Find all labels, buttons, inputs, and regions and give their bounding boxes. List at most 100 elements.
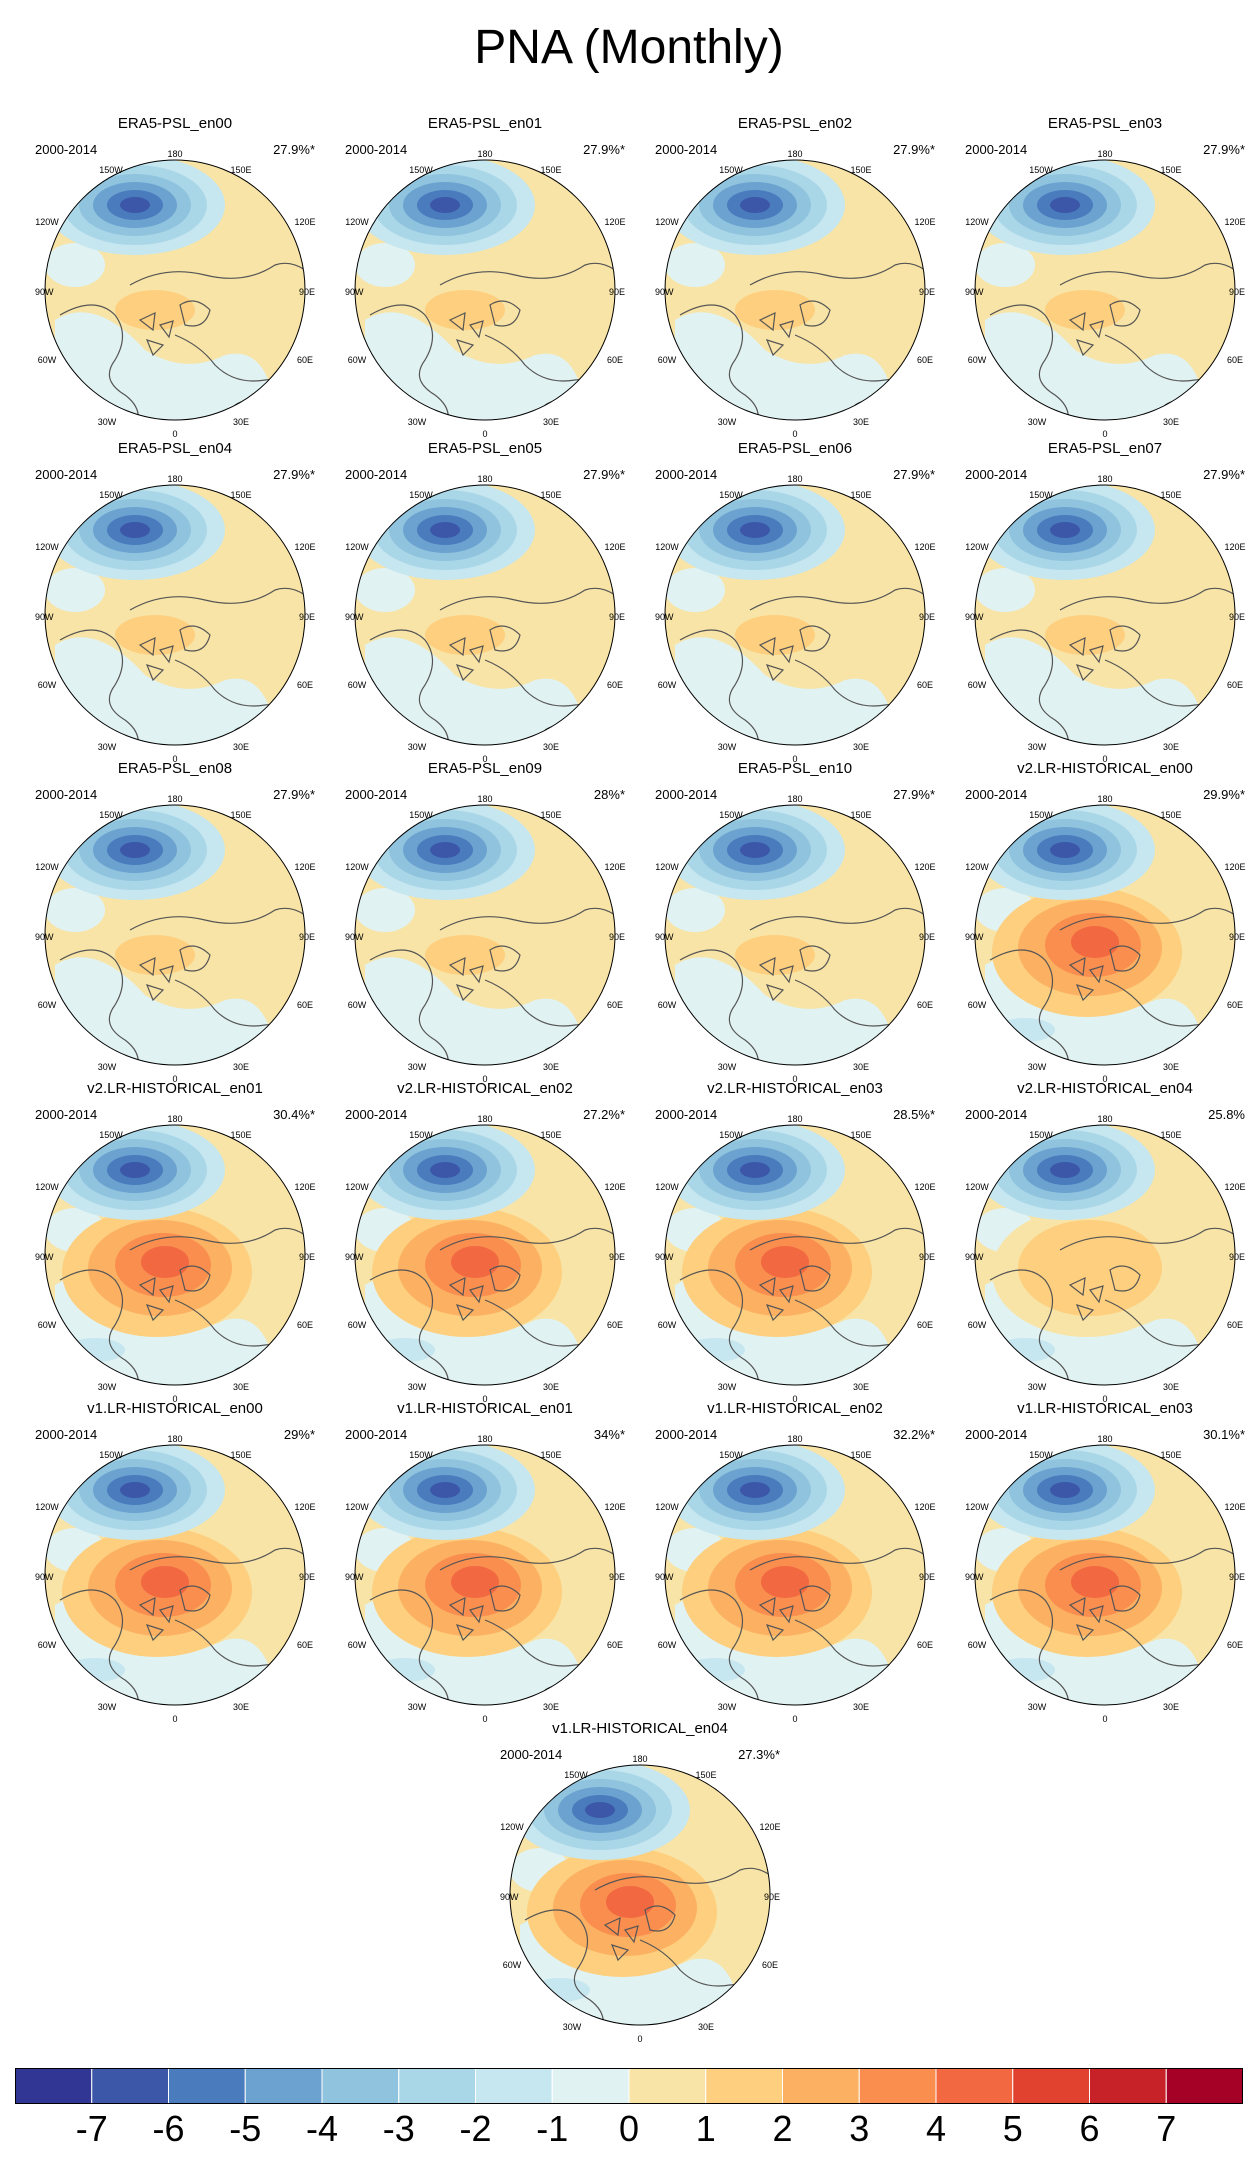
lon-label: 150E	[230, 165, 251, 175]
lon-label: 30E	[853, 742, 869, 752]
lon-label: 0	[482, 1394, 487, 1404]
colorbar-swatch	[1012, 2068, 1090, 2104]
lon-label: 30W	[98, 1702, 117, 1712]
panel-title: v2.LR-HISTORICAL_en00	[1017, 760, 1193, 777]
lon-label: 60E	[297, 1320, 313, 1330]
lon-label: 150W	[1029, 1450, 1053, 1460]
panel-period: 2000-2014	[35, 787, 98, 802]
colorbar-swatch	[168, 2068, 246, 2104]
polar-map: 180 150W 150E 120W 120E 90W 90E 60W 60E 30W 30E 0	[35, 149, 316, 439]
panel-title: v2.LR-HISTORICAL_en02	[397, 1080, 573, 1097]
polar-map: 180 150W 150E 120W 120E 90W 90E 60W 60E 30W 30E 0	[345, 1434, 626, 1724]
panel-title: ERA5-PSL_en04	[117, 440, 233, 457]
lon-label: 30W	[1028, 417, 1047, 427]
polar-map: 180 150W 150E 120W 120E 90W 90E 60W 60E 30W 30E 0	[655, 794, 936, 1084]
panel-variance-pct: 27.2%*	[583, 1107, 625, 1122]
lon-label: 120W	[655, 1502, 679, 1512]
lon-label: 150E	[695, 1770, 716, 1780]
panel-title: ERA5-PSL_en00	[117, 115, 233, 132]
panel-period: 2000-2014	[35, 1427, 98, 1442]
map-panel: ERA5-PSL_en03 2000-2014 27.9%* 180 150W 150E 1…	[955, 115, 1255, 439]
lon-label: 120E	[294, 862, 315, 872]
panel-title: v2.LR-HISTORICAL_en01	[87, 1080, 263, 1097]
lon-label: 120W	[965, 217, 989, 227]
lon-label: 120W	[655, 862, 679, 872]
panel-variance-pct: 27.9%*	[273, 787, 315, 802]
lon-label: 120W	[345, 1182, 369, 1192]
panel-period: 2000-2014	[345, 142, 408, 157]
lon-label: 60E	[607, 1000, 623, 1010]
lon-label: 120E	[294, 542, 315, 552]
lon-label: 120E	[294, 1502, 315, 1512]
lon-label: 150E	[1160, 1130, 1181, 1140]
lon-label: 0	[482, 429, 487, 439]
lon-label: 180	[477, 1434, 492, 1444]
lon-label: 60E	[917, 1640, 933, 1650]
lon-label: 0	[637, 2034, 642, 2044]
colorbar	[15, 2068, 1243, 2104]
lon-label: 150E	[230, 490, 251, 500]
lon-label: 180	[167, 794, 182, 804]
lon-label: 30E	[543, 1382, 559, 1392]
colorbar-swatch	[935, 2068, 1014, 2104]
panel-title: ERA5-PSL_en08	[117, 760, 233, 777]
lon-label: 30E	[233, 417, 249, 427]
lon-label: 150W	[564, 1770, 588, 1780]
lon-label: 120W	[965, 862, 989, 872]
colorbar-swatch	[15, 2068, 93, 2104]
lon-label: 30E	[698, 2022, 714, 2032]
colorbar-tick-label: -4	[305, 2108, 339, 2149]
panel-period: 2000-2014	[500, 1747, 563, 1762]
lon-label: 90E	[609, 1252, 625, 1262]
lon-label: 60W	[968, 355, 987, 365]
lon-label: 0	[172, 1714, 177, 1724]
panel-variance-pct: 27.9%*	[1203, 142, 1245, 157]
lon-label: 90E	[1229, 1252, 1245, 1262]
lon-label: 0	[792, 429, 797, 439]
lon-label: 120W	[345, 1502, 369, 1512]
lon-label: 180	[477, 1114, 492, 1124]
lon-label: 180	[787, 474, 802, 484]
lon-label: 180	[1097, 1434, 1112, 1444]
map-panel: v1.LR-HISTORICAL_en04 2000-2014 27.3%* 180 1…	[490, 1720, 790, 2044]
lon-label: 60W	[348, 1320, 367, 1330]
lon-label: 60W	[968, 1640, 987, 1650]
lon-label: 120E	[914, 217, 935, 227]
panel-variance-pct: 27.9%*	[273, 142, 315, 157]
polar-map: 180 150W 150E 120W 120E 90W 90E 60W 60E 30W 30E 0	[500, 1754, 781, 2044]
map-panel: ERA5-PSL_en02 2000-2014 27.9%* 180 150W 150E 1…	[645, 115, 945, 439]
colorbar-tick-label: -6	[152, 2108, 185, 2149]
colorbar-swatch	[705, 2068, 783, 2104]
lon-label: 30E	[1163, 742, 1179, 752]
panel-period: 2000-2014	[35, 142, 98, 157]
lon-label: 150W	[99, 1130, 123, 1140]
lon-label: 60E	[607, 1640, 623, 1650]
lon-label: 60E	[917, 680, 933, 690]
lon-label: 150E	[1160, 490, 1181, 500]
panel-period: 2000-2014	[345, 1427, 408, 1442]
lon-label: 30E	[1163, 417, 1179, 427]
colorbar-tick-label: -2	[459, 2108, 492, 2149]
panel-variance-pct: 27.9%*	[1203, 467, 1245, 482]
map-panel: ERA5-PSL_en04 2000-2014 27.9%* 180 150W 150E 1…	[25, 440, 325, 764]
panel-title: ERA5-PSL_en06	[737, 440, 853, 457]
lon-label: 90W	[35, 932, 54, 942]
lon-label: 30E	[543, 417, 559, 427]
panel-variance-pct: 32.2%*	[893, 1427, 935, 1442]
panel-variance-pct: 27.9%*	[893, 467, 935, 482]
lon-label: 0	[1102, 754, 1107, 764]
colorbar-tick-label: 4	[925, 2108, 947, 2149]
lon-label: 150W	[719, 165, 743, 175]
lon-label: 90E	[1229, 1572, 1245, 1582]
map-panel: ERA5-PSL_en06 2000-2014 27.9%* 180 150W 150E 1…	[645, 440, 945, 764]
lon-label: 30W	[98, 1062, 117, 1072]
lon-label: 180	[787, 1114, 802, 1124]
lon-label: 90W	[35, 287, 54, 297]
lon-label: 60E	[917, 1320, 933, 1330]
lon-label: 120E	[604, 1502, 625, 1512]
lon-label: 180	[787, 1434, 802, 1444]
lon-label: 150W	[719, 1130, 743, 1140]
lon-label: 150E	[1160, 1450, 1181, 1460]
lon-label: 60E	[1227, 1000, 1243, 1010]
panel-variance-pct: 28.5%*	[893, 1107, 935, 1122]
